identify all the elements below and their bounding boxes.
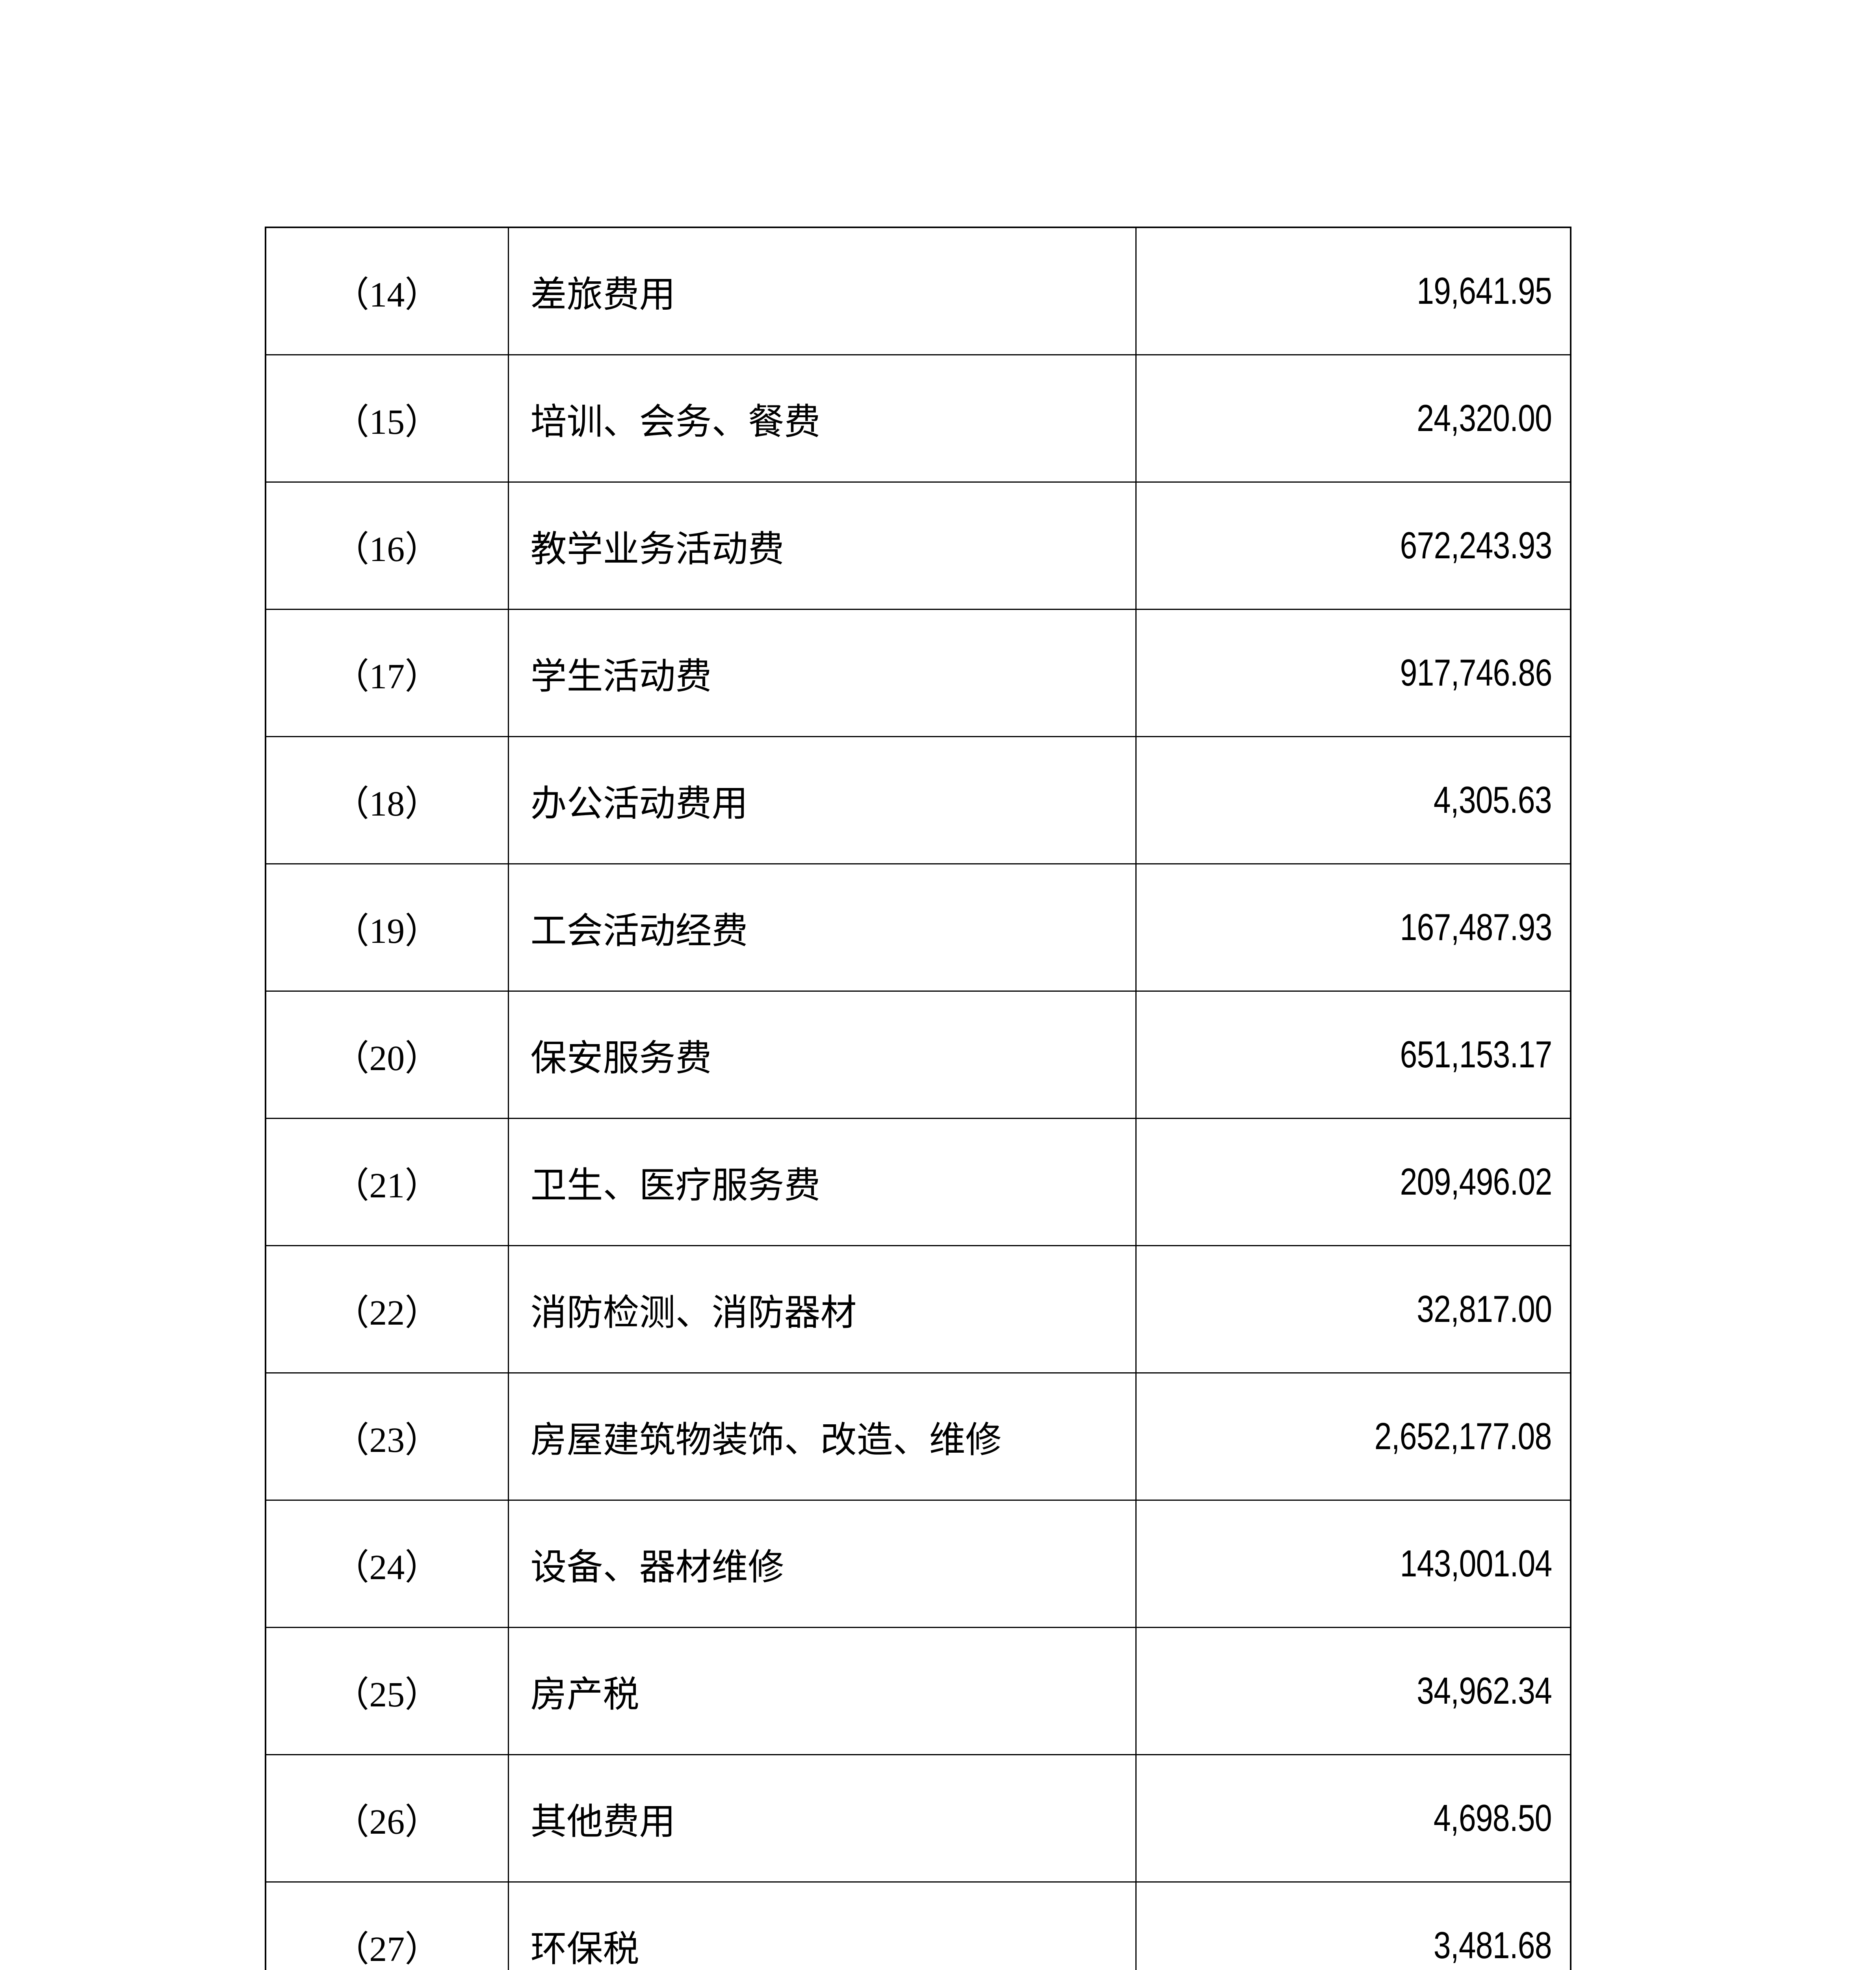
expense-table: （14） 差旅费用 19,641.95 （15） 培训、会务、餐费 24,320… xyxy=(265,227,1571,1970)
row-index-cell: （17） xyxy=(265,609,509,737)
row-amount-value: 32,817.00 xyxy=(1417,1288,1552,1330)
table-row: （19） 工会活动经费 167,487.93 xyxy=(265,863,1571,992)
table-row: （20） 保安服务费 651,153.17 xyxy=(265,991,1571,1119)
row-index-cell: （25） xyxy=(265,1627,509,1755)
row-amount-value: 19,641.95 xyxy=(1417,270,1552,312)
row-amount-cell: 3,481.68 xyxy=(1135,1881,1571,1970)
row-amount-cell: 4,698.50 xyxy=(1135,1754,1571,1883)
row-amount-cell: 4,305.63 xyxy=(1135,736,1571,864)
row-index-cell: （14） xyxy=(265,227,509,355)
row-label-cell: 保安服务费 xyxy=(507,991,1137,1119)
row-index-cell: （23） xyxy=(265,1372,509,1501)
table-row: （18） 办公活动费用 4,305.63 xyxy=(265,736,1571,864)
row-amount-cell: 209,496.02 xyxy=(1135,1118,1571,1246)
row-amount-cell: 167,487.93 xyxy=(1135,863,1571,992)
row-label-cell: 培训、会务、餐费 xyxy=(507,354,1137,483)
row-amount-value: 34,962.34 xyxy=(1417,1670,1552,1712)
table-row: （17） 学生活动费 917,746.86 xyxy=(265,609,1571,737)
row-label-cell: 设备、器材维修 xyxy=(507,1500,1137,1628)
table-row: （24） 设备、器材维修 143,001.04 xyxy=(265,1500,1571,1628)
row-amount-cell: 672,243.93 xyxy=(1135,481,1571,610)
row-amount-value: 24,320.00 xyxy=(1417,397,1552,439)
row-index-cell: （16） xyxy=(265,481,509,610)
table-row: （16） 教学业务活动费 672,243.93 xyxy=(265,481,1571,610)
row-amount-cell: 34,962.34 xyxy=(1135,1627,1571,1755)
row-index-cell: （22） xyxy=(265,1245,509,1373)
row-index-cell: （15） xyxy=(265,354,509,483)
row-amount-value: 672,243.93 xyxy=(1400,524,1552,567)
row-label-cell: 教学业务活动费 xyxy=(507,481,1137,610)
row-label-cell: 消防检测、消防器材 xyxy=(507,1245,1137,1373)
row-amount-value: 4,698.50 xyxy=(1434,1797,1552,1839)
row-index-cell: （26） xyxy=(265,1754,509,1883)
row-amount-cell: 143,001.04 xyxy=(1135,1500,1571,1628)
row-amount-value: 917,746.86 xyxy=(1400,652,1552,694)
row-amount-value: 209,496.02 xyxy=(1400,1161,1552,1203)
table-row: （15） 培训、会务、餐费 24,320.00 xyxy=(265,354,1571,483)
row-label-cell: 差旅费用 xyxy=(507,227,1137,355)
row-label-cell: 其他费用 xyxy=(507,1754,1137,1883)
row-index-cell: （27） xyxy=(265,1881,509,1970)
row-amount-cell: 651,153.17 xyxy=(1135,991,1571,1119)
row-index-cell: （20） xyxy=(265,991,509,1119)
row-amount-cell: 19,641.95 xyxy=(1135,227,1571,355)
row-amount-cell: 2,652,177.08 xyxy=(1135,1372,1571,1501)
row-amount-value: 2,652,177.08 xyxy=(1374,1415,1552,1457)
table-row: （14） 差旅费用 19,641.95 xyxy=(265,227,1571,355)
row-amount-value: 167,487.93 xyxy=(1400,906,1552,948)
row-index-cell: （18） xyxy=(265,736,509,864)
row-label-cell: 工会活动经费 xyxy=(507,863,1137,992)
row-index-cell: （24） xyxy=(265,1500,509,1628)
table-row: （23） 房屋建筑物装饰、改造、维修 2,652,177.08 xyxy=(265,1372,1571,1501)
row-label-cell: 房产税 xyxy=(507,1627,1137,1755)
row-label-cell: 学生活动费 xyxy=(507,609,1137,737)
row-amount-cell: 32,817.00 xyxy=(1135,1245,1571,1373)
table-row: （26） 其他费用 4,698.50 xyxy=(265,1754,1571,1883)
table-row: （25） 房产税 34,962.34 xyxy=(265,1627,1571,1755)
row-label-cell: 卫生、医疗服务费 xyxy=(507,1118,1137,1246)
row-amount-value: 143,001.04 xyxy=(1400,1543,1552,1585)
row-amount-cell: 917,746.86 xyxy=(1135,609,1571,737)
row-amount-value: 651,153.17 xyxy=(1400,1033,1552,1076)
table-row: （27） 环保税 3,481.68 xyxy=(265,1881,1571,1970)
row-index-cell: （19） xyxy=(265,863,509,992)
row-amount-value: 3,481.68 xyxy=(1434,1924,1552,1966)
row-label-cell: 环保税 xyxy=(507,1881,1137,1970)
row-label-cell: 办公活动费用 xyxy=(507,736,1137,864)
row-amount-value: 4,305.63 xyxy=(1434,779,1552,821)
row-label-cell: 房屋建筑物装饰、改造、维修 xyxy=(507,1372,1137,1501)
table-row: （21） 卫生、医疗服务费 209,496.02 xyxy=(265,1118,1571,1246)
row-index-cell: （21） xyxy=(265,1118,509,1246)
row-amount-cell: 24,320.00 xyxy=(1135,354,1571,483)
table-row: （22） 消防检测、消防器材 32,817.00 xyxy=(265,1245,1571,1373)
